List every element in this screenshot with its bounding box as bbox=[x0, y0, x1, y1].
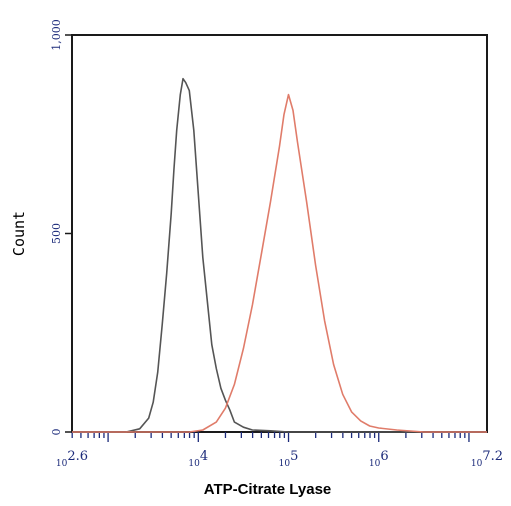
y-tick-label: 1,000 bbox=[50, 19, 63, 51]
x-tick-label: 106 bbox=[369, 449, 389, 469]
y-axis-label: Count bbox=[10, 211, 28, 256]
y-axis-ticks: 0 500 1,000 bbox=[50, 19, 72, 436]
x-tick-label: 102.6 bbox=[56, 449, 88, 469]
x-tick-exponent: 6 bbox=[380, 449, 388, 464]
x-tick-exponent: 4 bbox=[200, 449, 208, 464]
plot-border bbox=[71, 34, 488, 433]
x-tick-label: 107.2 bbox=[471, 449, 503, 469]
x-tick-label: 105 bbox=[279, 449, 299, 469]
x-tick-exponent: 5 bbox=[290, 449, 298, 464]
y-tick-label: 500 bbox=[50, 223, 63, 244]
series-line-gray bbox=[72, 77, 487, 433]
x-tick-base: 10 bbox=[471, 459, 483, 469]
x-axis-ticks: 102.6 104 105 106 107.2 bbox=[56, 432, 503, 469]
series-line-red bbox=[72, 93, 487, 433]
x-tick-label: 104 bbox=[188, 449, 208, 469]
x-tick-base: 10 bbox=[279, 459, 291, 469]
x-tick-exponent: 2.6 bbox=[67, 449, 88, 464]
plot-frame bbox=[71, 34, 488, 433]
x-tick-base: 10 bbox=[56, 459, 68, 469]
series-lines bbox=[72, 77, 487, 433]
x-tick-base: 10 bbox=[369, 459, 381, 469]
y-tick-label: 0 bbox=[50, 429, 63, 436]
x-tick-base: 10 bbox=[188, 459, 200, 469]
x-tick-exponent: 7.2 bbox=[482, 449, 503, 464]
x-axis-label: ATP-Citrate Lyase bbox=[204, 481, 332, 498]
